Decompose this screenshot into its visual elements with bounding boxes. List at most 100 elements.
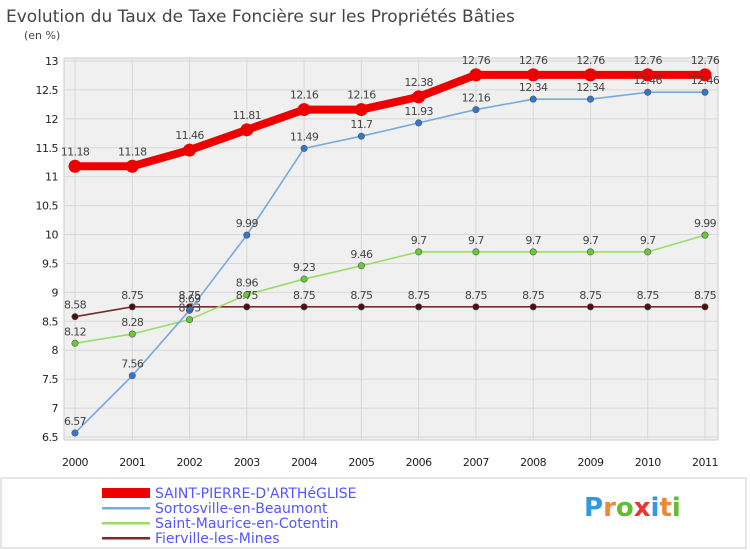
series-group (68, 68, 712, 437)
series-line (74, 306, 706, 318)
data-point (529, 303, 537, 311)
y-tick-label: 11 (45, 171, 58, 184)
y-tick-label: 6.5 (42, 431, 58, 444)
brand-letter: P (584, 493, 603, 523)
data-point (243, 291, 251, 299)
brand-letter: r (603, 493, 616, 523)
y-tick-label: 10 (45, 229, 58, 242)
data-label: 12.34 (519, 81, 548, 94)
y-axis-ticks: 6.5 7 7.5 8 8.5 9 9.5 10 10.5 11 11.5 12 12.5 13 (36, 55, 60, 444)
x-tick-label: 2004 (291, 456, 317, 469)
brand-letter: i (672, 493, 681, 523)
data-label: 11.18 (61, 145, 90, 158)
x-tick-label: 2008 (520, 456, 546, 469)
x-tick-label: 2010 (635, 456, 661, 469)
data-label: 6.57 (64, 415, 87, 428)
data-label: 8.75 (350, 289, 373, 302)
data-point (644, 303, 652, 311)
data-label: 9.23 (293, 261, 316, 274)
data-point (701, 88, 709, 96)
series-3 (68, 68, 712, 173)
data-labels: 8.58 8.75 8.75 8.75 8.75 8.75 8.75 8.75 8.75 8.75… (61, 54, 721, 428)
data-point (71, 429, 79, 437)
y-tick-label: 13 (45, 55, 58, 68)
series-2 (71, 88, 709, 437)
data-label: 7.56 (121, 358, 144, 371)
legend-swatch (102, 488, 150, 498)
data-point (586, 95, 594, 103)
legend-swatch (102, 507, 150, 510)
y-tick-label: 8 (52, 344, 59, 357)
data-label: 8.12 (64, 325, 86, 338)
x-tick-label: 2003 (234, 456, 260, 469)
data-label: 11.49 (290, 130, 319, 143)
data-label: 12.76 (519, 54, 548, 67)
data-label: 8.75 (121, 289, 144, 302)
data-point (71, 313, 79, 321)
data-point (586, 248, 594, 256)
brand-letter: i (651, 493, 660, 523)
series-0 (71, 303, 709, 321)
legend: SAINT-PIERRE-D'ARTHéGLISESortosville-en-… (102, 486, 357, 547)
data-point (415, 303, 423, 311)
data-point (472, 106, 480, 114)
proxiti-logo: Proxiti (584, 493, 681, 523)
data-point (698, 68, 712, 82)
data-label: 12.38 (404, 76, 433, 89)
legend-label: Fierville-les-Mines (155, 531, 280, 547)
data-point (186, 316, 194, 324)
data-point (644, 88, 652, 96)
data-point (529, 248, 537, 256)
data-label: 12.76 (691, 54, 720, 67)
data-label: 8.69 (178, 292, 201, 305)
y-tick-label: 12 (45, 113, 58, 126)
series-line (71, 70, 709, 171)
legend-label: Saint-Maurice-en-Cotentin (155, 516, 338, 532)
x-tick-label: 2005 (348, 456, 374, 469)
data-point (529, 95, 537, 103)
data-point (128, 372, 136, 380)
x-axis-ticks: 2000 2001 2002 2003 2004 2005 2006 2007 2008 2009… (62, 456, 719, 469)
data-point (526, 68, 540, 82)
data-label: 9.99 (236, 217, 259, 230)
data-label: 9.99 (694, 217, 717, 230)
data-label: 12.16 (290, 89, 319, 102)
data-label: 12.16 (462, 92, 491, 105)
data-label: 11.18 (118, 145, 147, 158)
x-tick-label: 2002 (177, 456, 203, 469)
data-label: 11.81 (233, 109, 262, 122)
data-label: 8.75 (694, 289, 717, 302)
y-tick-label: 9.5 (42, 257, 58, 270)
series-line (74, 91, 706, 434)
data-label: 11.7 (350, 118, 373, 131)
brand-letter: x (634, 493, 651, 523)
brand-letter: t (659, 493, 671, 523)
data-point (300, 303, 308, 311)
data-point (472, 248, 480, 256)
data-point (183, 143, 197, 157)
data-point (469, 68, 483, 82)
data-label: 12.76 (462, 54, 491, 67)
data-label: 8.75 (178, 289, 201, 302)
legend-label: SAINT-PIERRE-D'ARTHéGLISE (155, 486, 357, 502)
data-point (357, 303, 365, 311)
legend-swatch (102, 522, 150, 525)
y-tick-label: 7 (52, 402, 59, 415)
y-axis-unit: (en %) (24, 29, 60, 42)
data-point (415, 248, 423, 256)
data-point (125, 159, 139, 173)
data-point (297, 103, 311, 117)
data-label: 8.58 (64, 299, 87, 312)
data-label: 8.75 (236, 289, 259, 302)
legend-box (0, 477, 747, 549)
data-label: 9.7 (583, 234, 599, 247)
x-tick-label: 2007 (463, 456, 489, 469)
data-label: 8.75 (579, 289, 602, 302)
x-tick-label: 2011 (692, 456, 718, 469)
data-label: 8.75 (408, 289, 431, 302)
chart-title: Evolution du Taux de Taxe Foncière sur l… (6, 7, 515, 27)
data-point (701, 231, 709, 239)
data-label: 12.46 (691, 74, 720, 87)
